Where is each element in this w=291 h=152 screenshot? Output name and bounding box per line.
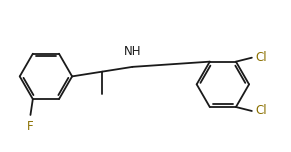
Text: F: F: [27, 121, 34, 133]
Text: Cl: Cl: [255, 51, 267, 64]
Text: NH: NH: [124, 45, 141, 58]
Text: Cl: Cl: [255, 104, 267, 117]
